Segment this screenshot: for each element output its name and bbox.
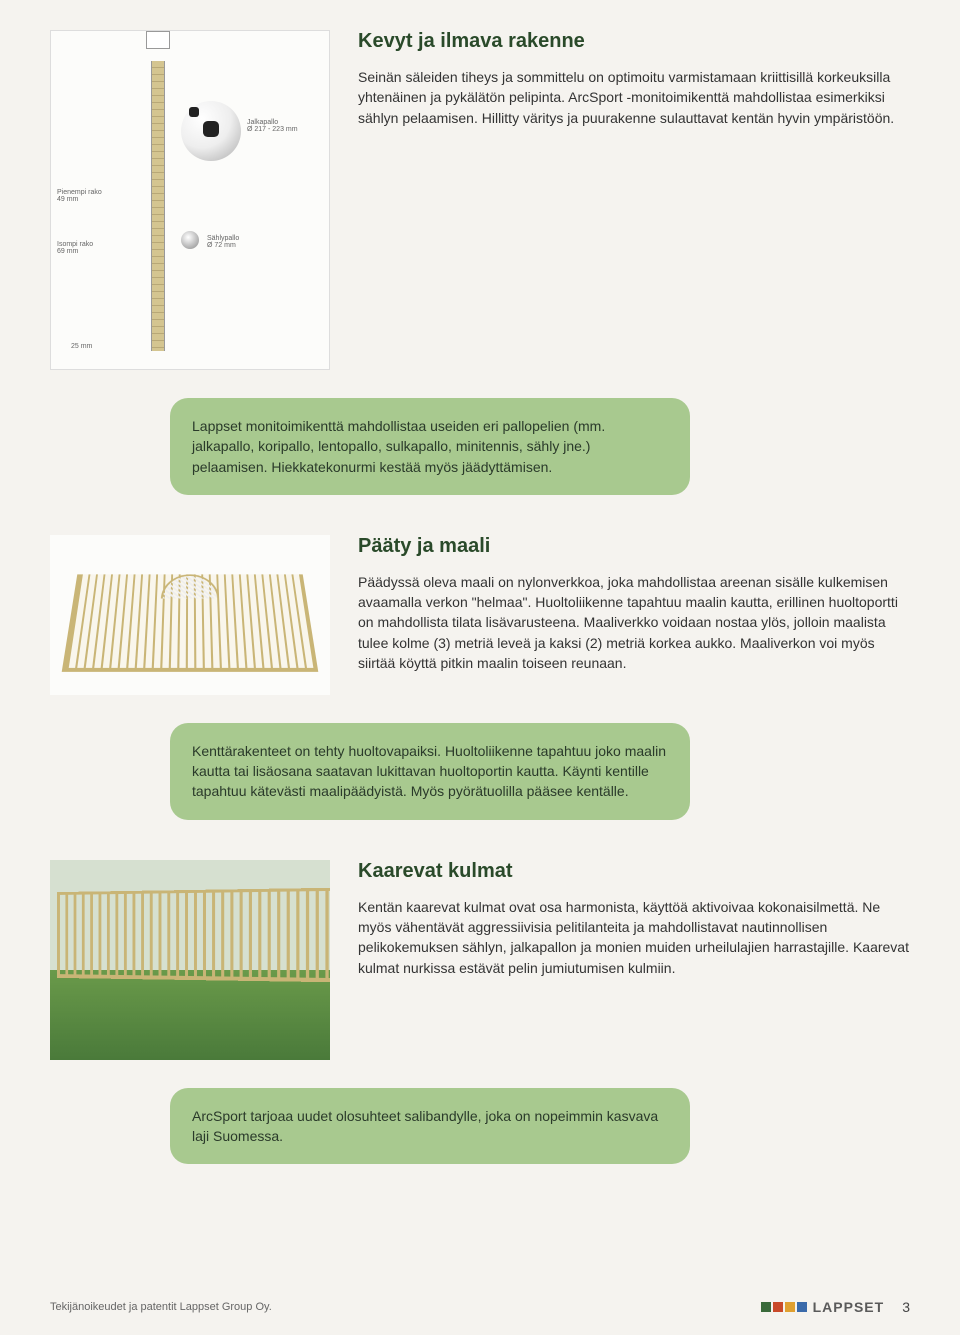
dim-sahlypallo: Ø 72 mm bbox=[207, 242, 236, 249]
page-number: 3 bbox=[902, 1299, 910, 1315]
body-corners: Kentän kaarevat kulmat ovat osa harmonis… bbox=[358, 897, 910, 978]
text-column-2: Pääty ja maali Päädyssä oleva maali on n… bbox=[358, 535, 910, 683]
label-sahlypallo: Sählypallo bbox=[207, 235, 239, 242]
dim-jalkapallo: Ø 217 - 223 mm bbox=[247, 126, 298, 133]
copyright-text: Tekijänoikeudet ja patentit Lappset Grou… bbox=[50, 1301, 272, 1313]
label-isompi: Isompi rako bbox=[57, 241, 93, 248]
heading-corners: Kaarevat kulmat bbox=[358, 860, 910, 883]
label-jalkapallo: Jalkapallo bbox=[247, 119, 278, 126]
body-goal: Päädyssä oleva maali on nylonverkkoa, jo… bbox=[358, 572, 910, 673]
page-footer: Tekijänoikeudet ja patentit Lappset Grou… bbox=[50, 1299, 910, 1315]
lappset-logo: LAPPSET bbox=[761, 1299, 885, 1315]
callout-maintenance: Kenttärakenteet on tehty huoltovapaiksi.… bbox=[170, 723, 690, 820]
logo-dot-1 bbox=[761, 1302, 771, 1312]
section-structure: Jalkapallo Ø 217 - 223 mm Pienempi rako … bbox=[50, 30, 910, 370]
arena-illustration bbox=[50, 535, 330, 695]
text-column-3: Kaarevat kulmat Kentän kaarevat kulmat o… bbox=[358, 860, 910, 988]
callout-multisport: Lappset monitoimikenttä mahdollistaa use… bbox=[170, 398, 690, 495]
dim-isompi: 69 mm bbox=[57, 248, 78, 255]
slat-diagram: Jalkapallo Ø 217 - 223 mm Pienempi rako … bbox=[50, 30, 330, 370]
goal-icon bbox=[161, 574, 219, 598]
logo-dot-4 bbox=[797, 1302, 807, 1312]
arena-image-column bbox=[50, 535, 330, 695]
heading-goal: Pääty ja maali bbox=[358, 535, 910, 558]
football-icon bbox=[181, 101, 241, 161]
dim-base: 25 mm bbox=[71, 343, 92, 350]
body-structure: Seinän säleiden tiheys ja sommittelu on … bbox=[358, 67, 910, 128]
callout-floorball: ArcSport tarjoaa uudet olosuhteet saliba… bbox=[170, 1088, 690, 1165]
logo-dot-3 bbox=[785, 1302, 795, 1312]
dim-pienempi: 49 mm bbox=[57, 196, 78, 203]
logo-text: LAPPSET bbox=[813, 1299, 885, 1315]
diagram-column: Jalkapallo Ø 217 - 223 mm Pienempi rako … bbox=[50, 30, 330, 370]
corner-illustration bbox=[50, 860, 330, 1060]
logo-dot-2 bbox=[773, 1302, 783, 1312]
floorball-icon bbox=[181, 231, 199, 249]
label-pienempi: Pienempi rako bbox=[57, 189, 102, 196]
text-column-1: Kevyt ja ilmava rakenne Seinän säleiden … bbox=[358, 30, 910, 138]
corner-image-column bbox=[50, 860, 330, 1060]
section-corners: Kaarevat kulmat Kentän kaarevat kulmat o… bbox=[50, 860, 910, 1060]
heading-structure: Kevyt ja ilmava rakenne bbox=[358, 30, 910, 53]
section-goal: Pääty ja maali Päädyssä oleva maali on n… bbox=[50, 535, 910, 695]
